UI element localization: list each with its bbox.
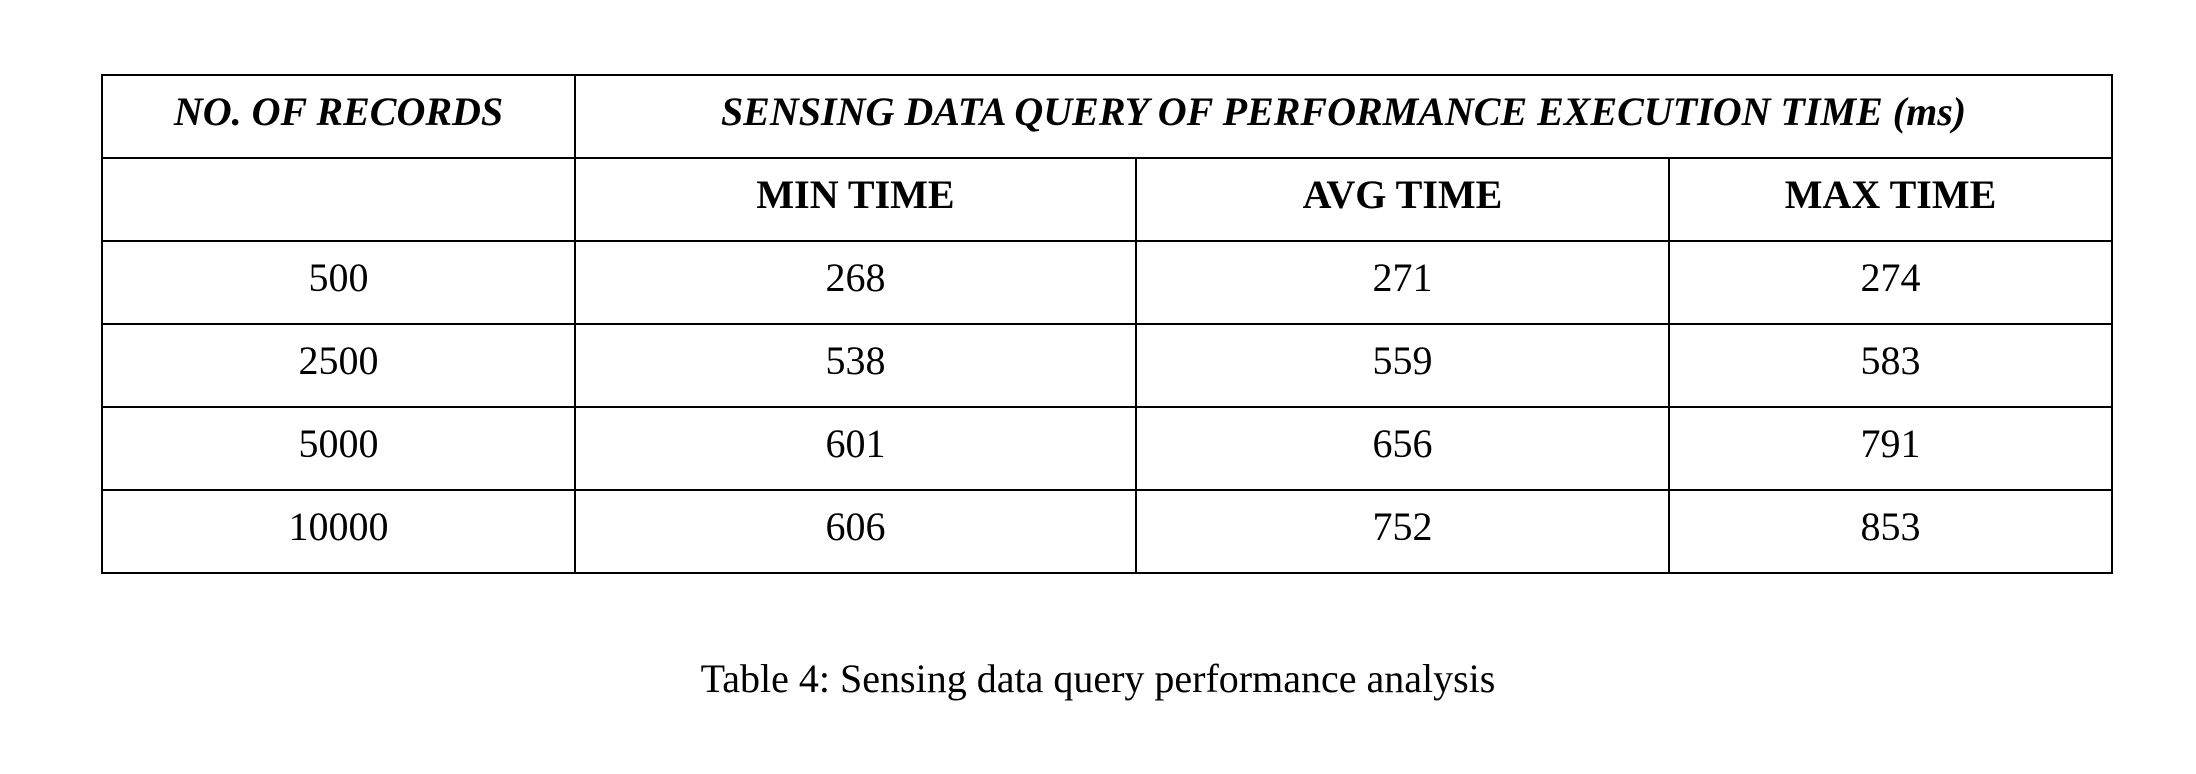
avg-time-cell: 271: [1135, 240, 1670, 325]
table-subheader-row: MIN TIME AVG TIME MAX TIME: [101, 157, 2114, 242]
table-row: 500 268 271 274: [101, 240, 2114, 325]
min-time-value: 601: [825, 421, 886, 466]
subheader-min-label: MIN TIME: [756, 172, 955, 217]
records-cell: 500: [101, 240, 576, 325]
max-time-cell: 791: [1667, 406, 2114, 491]
records-value: 5000: [298, 421, 379, 466]
min-time-value: 268: [825, 255, 886, 300]
max-time-value: 583: [1860, 338, 1921, 383]
avg-time-value: 656: [1372, 421, 1433, 466]
avg-time-cell: 559: [1135, 323, 1670, 408]
table-caption: Table 4: Sensing data query performance …: [700, 656, 1496, 701]
max-time-cell: 583: [1667, 323, 2114, 408]
min-time-cell: 601: [574, 406, 1137, 491]
avg-time-value: 752: [1372, 504, 1433, 549]
avg-time-value: 559: [1372, 338, 1433, 383]
subheader-max-label: MAX TIME: [1784, 172, 1997, 217]
subheader-min-cell: MIN TIME: [574, 157, 1137, 242]
max-time-value: 791: [1860, 421, 1921, 466]
max-time-cell: 853: [1667, 489, 2114, 574]
header-records-cell: NO. OF RECORDS: [101, 74, 576, 159]
header-records-label: NO. OF RECORDS: [173, 89, 504, 134]
subheader-records-label: [103, 159, 574, 175]
records-value: 10000: [288, 504, 389, 549]
subheader-avg-cell: AVG TIME: [1135, 157, 1670, 242]
performance-table: NO. OF RECORDS SENSING DATA QUERY OF PER…: [101, 74, 2114, 574]
max-time-value: 853: [1860, 504, 1921, 549]
max-time-cell: 274: [1667, 240, 2114, 325]
records-cell: 10000: [101, 489, 576, 574]
records-cell: 5000: [101, 406, 576, 491]
table-row: 10000 606 752 853: [101, 489, 2114, 574]
records-cell: 2500: [101, 323, 576, 408]
records-value: 500: [308, 255, 369, 300]
subheader-avg-label: AVG TIME: [1302, 172, 1503, 217]
table-row: 2500 538 559 583: [101, 323, 2114, 408]
avg-time-cell: 656: [1135, 406, 1670, 491]
subheader-max-cell: MAX TIME: [1667, 157, 2114, 242]
avg-time-value: 271: [1372, 255, 1433, 300]
min-time-value: 606: [825, 504, 886, 549]
performance-table-container: NO. OF RECORDS SENSING DATA QUERY OF PER…: [101, 74, 2114, 574]
min-time-value: 538: [825, 338, 886, 383]
min-time-cell: 538: [574, 323, 1137, 408]
header-group-label: SENSING DATA QUERY OF PERFORMANCE EXECUT…: [720, 89, 1967, 134]
min-time-cell: 606: [574, 489, 1137, 574]
max-time-value: 274: [1860, 255, 1921, 300]
records-value: 2500: [298, 338, 379, 383]
min-time-cell: 268: [574, 240, 1137, 325]
avg-time-cell: 752: [1135, 489, 1670, 574]
table-row: 5000 601 656 791: [101, 406, 2114, 491]
header-group-cell: SENSING DATA QUERY OF PERFORMANCE EXECUT…: [573, 74, 2114, 159]
subheader-empty-cell: [101, 157, 576, 242]
table-header-row: NO. OF RECORDS SENSING DATA QUERY OF PER…: [101, 74, 2114, 159]
